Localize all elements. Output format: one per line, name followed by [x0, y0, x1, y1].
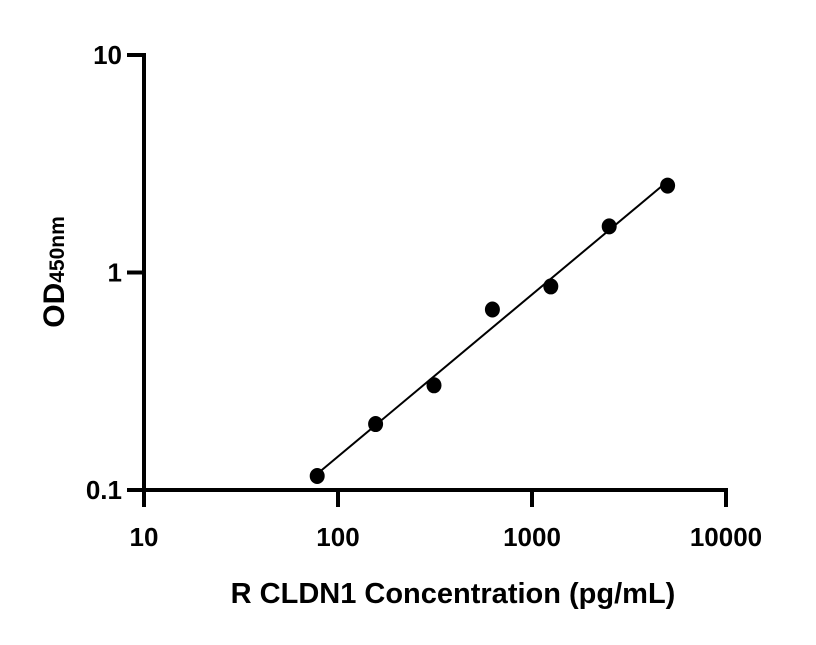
x-axis-label: R CLDN1 Concentration (pg/mL)	[231, 578, 676, 610]
y-tick-label: 10	[93, 40, 122, 70]
data-points	[309, 177, 676, 484]
data-point	[484, 301, 500, 318]
y-tick-label: 1	[108, 258, 122, 288]
y-axis-label-main: OD	[38, 283, 71, 328]
x-tick-label: 10	[130, 522, 159, 552]
data-point	[309, 467, 325, 484]
data-point	[601, 218, 617, 235]
data-point	[426, 377, 442, 394]
y-axis-label: OD450nm	[38, 216, 71, 328]
data-point	[543, 278, 559, 295]
axes: 10 100 1000 10000 0.1 1 10	[86, 40, 762, 552]
y-axis-label-sub: 450nm	[46, 216, 69, 283]
y-tick-label: 0.1	[86, 475, 122, 505]
data-point	[660, 177, 676, 194]
data-point	[368, 416, 384, 433]
x-tick-label: 1000	[503, 522, 561, 552]
x-tick-label: 10000	[690, 522, 762, 552]
x-tick-label: 100	[316, 522, 359, 552]
